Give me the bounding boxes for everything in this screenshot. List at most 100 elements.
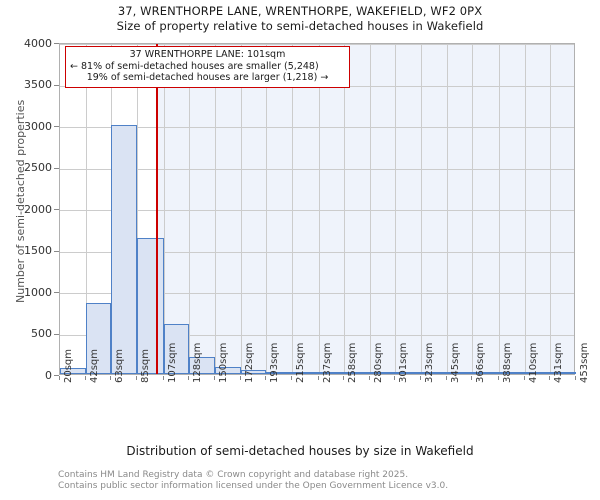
histogram-bar bbox=[498, 372, 525, 374]
y-axis-tick bbox=[54, 126, 59, 127]
gridline-horizontal bbox=[60, 168, 574, 170]
y-axis-tick-label: 2000 bbox=[24, 202, 52, 216]
gridline-vertical bbox=[498, 44, 500, 374]
x-axis-tick bbox=[393, 376, 395, 380]
gridline-vertical bbox=[241, 44, 243, 374]
x-axis-tick-label: 366sqm bbox=[475, 342, 487, 383]
y-axis-tick bbox=[54, 375, 59, 376]
x-axis-tick-label: 85sqm bbox=[140, 348, 152, 383]
x-axis-tick bbox=[317, 376, 319, 380]
x-axis-tick bbox=[240, 376, 242, 380]
gridline-vertical bbox=[292, 44, 294, 374]
y-axis-tick-label: 0 bbox=[45, 368, 52, 382]
x-axis-tick bbox=[420, 376, 422, 380]
annotation-box: 37 WRENTHORPE LANE: 101sqm ← 81% of semi… bbox=[65, 46, 350, 88]
page-title: 37, WRENTHORPE LANE, WRENTHORPE, WAKEFIE… bbox=[117, 4, 483, 18]
y-axis-tick-label: 3500 bbox=[24, 78, 52, 91]
x-axis-tick-label: 128sqm bbox=[191, 342, 203, 383]
histogram-bar bbox=[60, 368, 87, 374]
gridline-vertical bbox=[188, 44, 190, 374]
x-axis-tick-label: 453sqm bbox=[579, 342, 590, 383]
x-axis-tick bbox=[471, 376, 473, 380]
x-axis-tick bbox=[575, 376, 576, 380]
gridline-vertical bbox=[447, 44, 449, 374]
y-axis-tick-label: 1500 bbox=[24, 244, 52, 257]
histogram-bar bbox=[421, 372, 448, 374]
gridline-vertical bbox=[343, 44, 345, 374]
histogram-bar bbox=[188, 356, 215, 374]
histogram-bar bbox=[447, 372, 473, 374]
chart-title-block: 37, WRENTHORPE LANE, WRENTHORPE, WAKEFIE… bbox=[0, 4, 600, 34]
y-axis-tick-label: 2500 bbox=[24, 161, 52, 174]
x-axis-tick bbox=[265, 376, 267, 380]
gridline-vertical bbox=[86, 44, 88, 374]
gridline-vertical bbox=[472, 44, 474, 374]
x-axis-tick-label: 237sqm bbox=[321, 342, 333, 383]
x-axis-tick-label: 410sqm bbox=[527, 342, 539, 383]
y-axis-tick-label: 4000 bbox=[24, 36, 52, 50]
y-axis-tick bbox=[54, 333, 59, 335]
x-axis-tick-label: 258sqm bbox=[346, 342, 358, 383]
x-axis-tick bbox=[342, 376, 344, 380]
x-axis-title: Distribution of semi-detached houses by … bbox=[126, 444, 474, 458]
x-axis-tick-label: 323sqm bbox=[424, 342, 436, 383]
gridline-vertical bbox=[394, 44, 396, 374]
chart-subtitle: Size of property relative to semi-detach… bbox=[116, 19, 484, 33]
x-axis-tick bbox=[213, 376, 215, 380]
footer-attribution: Contains HM Land Registry data © Crown c… bbox=[58, 470, 598, 492]
y-axis-tick bbox=[54, 292, 59, 293]
x-axis-tick bbox=[136, 376, 138, 380]
x-axis-tick-label: 388sqm bbox=[501, 342, 513, 383]
gridline-vertical bbox=[421, 44, 423, 374]
gridline-horizontal bbox=[60, 293, 574, 294]
x-axis-tick bbox=[523, 376, 525, 380]
histogram-bar bbox=[369, 372, 395, 374]
histogram-bar bbox=[292, 372, 319, 374]
histogram-bar bbox=[163, 324, 189, 374]
histogram-bar bbox=[394, 372, 422, 374]
x-axis-tick-label: 172sqm bbox=[244, 342, 256, 383]
y-axis-tick-label: 500 bbox=[31, 327, 52, 340]
gridline-vertical bbox=[318, 44, 320, 374]
annotation-line-1: 37 WRENTHORPE LANE: 101sqm bbox=[129, 49, 286, 60]
gridline-vertical bbox=[266, 44, 268, 374]
y-axis-tick bbox=[54, 209, 59, 210]
x-axis-tick bbox=[187, 376, 189, 380]
x-axis-tick bbox=[110, 376, 112, 380]
histogram-bar bbox=[549, 372, 576, 374]
property-size-marker-line bbox=[155, 44, 158, 374]
y-axis-tick-label: 3000 bbox=[24, 119, 52, 133]
gridline-horizontal bbox=[60, 44, 574, 45]
y-axis-tick bbox=[54, 43, 59, 44]
gridline-vertical bbox=[214, 44, 216, 374]
x-axis-tick bbox=[548, 376, 550, 380]
gridline-horizontal bbox=[60, 251, 574, 253]
gridline-vertical bbox=[163, 44, 165, 374]
gridline-vertical bbox=[137, 44, 139, 374]
x-axis-tick bbox=[291, 376, 293, 380]
annotation-line-2: ← 81% of semi-detached houses are smalle… bbox=[70, 60, 319, 72]
y-axis-tick bbox=[54, 250, 59, 252]
gridline-horizontal bbox=[60, 334, 574, 336]
x-axis-tick-label: 107sqm bbox=[166, 342, 178, 383]
histogram-bar bbox=[86, 302, 112, 374]
histogram-bar bbox=[318, 372, 344, 374]
gridline-vertical bbox=[524, 44, 526, 374]
x-axis-tick bbox=[446, 376, 448, 380]
x-axis-tick-label: 345sqm bbox=[450, 342, 462, 383]
x-axis-tick-label: 215sqm bbox=[295, 342, 307, 383]
footer-line-1: Contains HM Land Registry data © Crown c… bbox=[58, 470, 409, 480]
histogram-bar bbox=[137, 237, 164, 374]
footer-line-2: Contains public sector information licen… bbox=[58, 481, 449, 491]
x-axis-tick-label: 280sqm bbox=[372, 342, 384, 383]
x-axis-tick-label: 150sqm bbox=[217, 342, 229, 383]
x-axis-tick bbox=[368, 376, 370, 380]
histogram-bar bbox=[343, 372, 370, 374]
histogram-bar bbox=[241, 370, 267, 374]
y-axis-tick bbox=[54, 84, 59, 86]
histogram-bar bbox=[214, 367, 242, 374]
x-axis-tick-label: 193sqm bbox=[269, 342, 281, 383]
x-axis-tick bbox=[59, 376, 60, 380]
gridline-horizontal bbox=[60, 127, 574, 128]
x-axis-tick-label: 63sqm bbox=[114, 348, 126, 383]
